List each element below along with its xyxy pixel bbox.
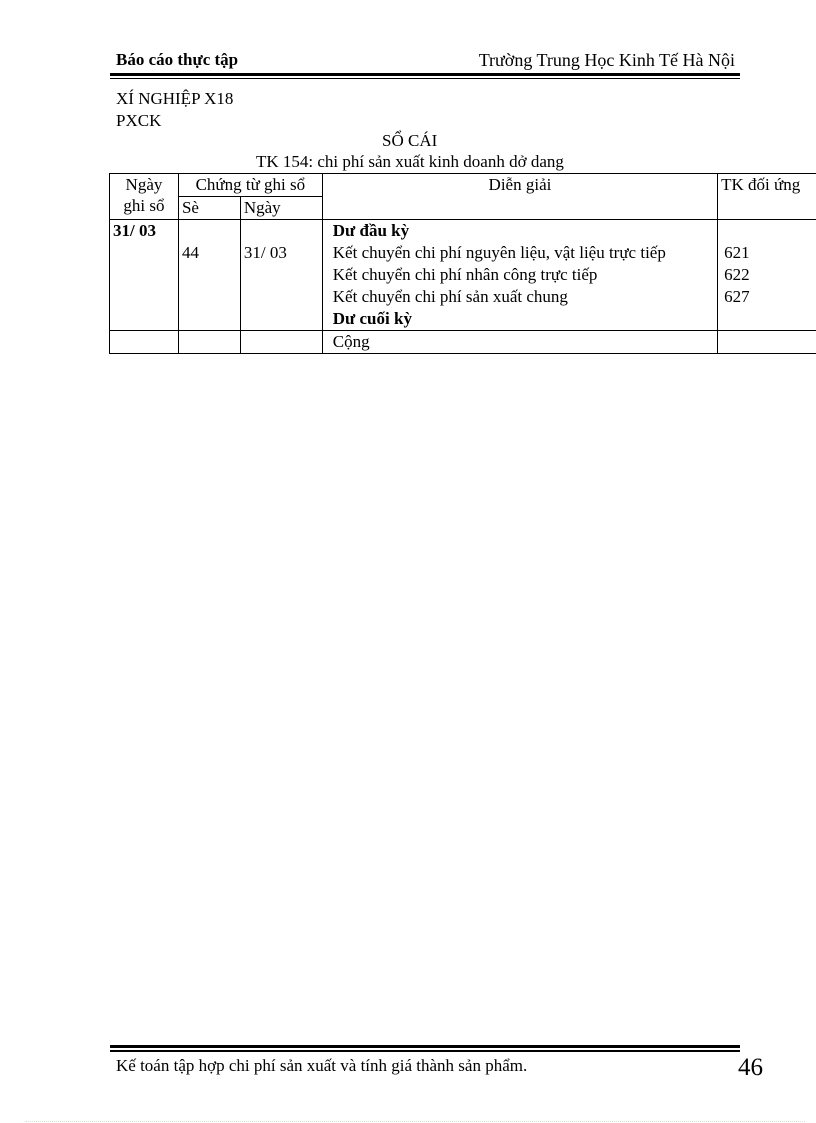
footer-rule (110, 1045, 740, 1048)
document-subtitle: TK 154: chi phí sản xuất kinh doanh dở d… (256, 152, 564, 171)
total-label: Cộng (321, 330, 719, 354)
closing-balance: Dư cuối kỳ (332, 309, 412, 328)
document-title: SỔ CÁI (382, 131, 438, 150)
line-labor: Kết chuyển chi phí nhân công trực tiếp (332, 265, 598, 284)
footer-rule-thin (110, 1050, 740, 1052)
header-description: Diễn giải (321, 173, 719, 220)
header-left: Báo cáo thực tập (116, 50, 239, 69)
header-voucher: Chứng từ ghi sổ (177, 173, 323, 197)
footer-text: Kế toán tập hợp chi phí sản xuất và tính… (116, 1056, 528, 1075)
header-account: TK đối ứng (717, 173, 816, 220)
header-date: Ngày ghi sổ (109, 173, 179, 220)
total-empty (177, 330, 241, 354)
line-overhead: Kết chuyển chi phí sản xuất chung (332, 287, 568, 306)
total-empty (239, 330, 323, 354)
header-rule (110, 73, 740, 76)
total-empty (717, 330, 816, 354)
opening-balance: Dư đầu kỳ (332, 221, 410, 240)
header-voucher-no: Sè (177, 196, 241, 220)
voucher-no: 44 (177, 219, 241, 331)
header-voucher-date: Ngày (239, 196, 323, 220)
total-empty (109, 330, 179, 354)
page-number: 46 (738, 1054, 763, 1081)
org-unit: PXCK (116, 111, 162, 130)
header-rule-thin (110, 78, 740, 79)
entry-date: 31/ 03 (109, 219, 179, 331)
account-627: 627 (724, 287, 750, 306)
ledger-table: Ngày ghi sổ Chứng từ ghi sổ Diễn giải TK… (109, 173, 816, 354)
account-622: 622 (724, 265, 750, 284)
account-621: 621 (724, 243, 750, 262)
org-name: XÍ NGHIỆP X18 (116, 89, 234, 108)
line-materials: Kết chuyển chi phí nguyên liệu, vật liệu… (332, 243, 666, 262)
page-border (25, 1121, 805, 1122)
voucher-date: 31/ 03 (239, 219, 323, 331)
header-right: Trường Trung Học Kinh Tế Hà Nội (478, 50, 735, 70)
